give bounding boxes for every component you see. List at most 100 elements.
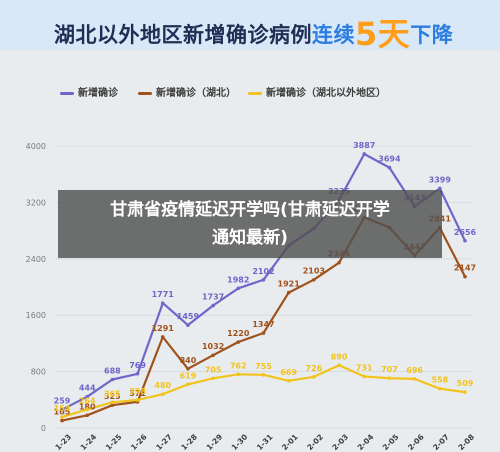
data-label: 1032 <box>202 342 224 351</box>
data-label: 259 <box>54 397 71 406</box>
data-point <box>85 394 89 399</box>
data-label: 3694 <box>378 155 401 164</box>
data-label: 1459 <box>177 312 200 321</box>
data-label: 558 <box>431 376 448 385</box>
legend-item-hubei: 新增确诊（湖北） <box>138 84 236 99</box>
legend-item-outside: 新增确诊（湖北以外地区） <box>248 84 386 99</box>
legend-label: 新增确诊（湖北） <box>156 88 236 99</box>
data-point <box>438 386 442 391</box>
data-point <box>438 186 442 191</box>
data-point <box>85 413 89 418</box>
data-point <box>312 277 316 282</box>
legend-swatch <box>248 91 262 95</box>
data-label: 2102 <box>252 267 274 276</box>
data-label: 688 <box>104 366 121 375</box>
x-tick-label: 2-07 <box>431 432 451 452</box>
x-tick-label: 1-27 <box>154 432 174 452</box>
y-tick-label: 4000 <box>26 142 46 151</box>
x-tick-label: 1-29 <box>205 432 225 452</box>
data-point <box>261 331 266 335</box>
data-point <box>337 260 341 265</box>
overlay-line-1: 甘肃省疫情延迟开学吗(甘肃延迟开学 <box>110 200 390 220</box>
legend-label: 新增确诊（湖北以外地区） <box>266 88 386 99</box>
data-point <box>286 379 291 383</box>
data-point <box>412 377 417 381</box>
data-point <box>135 371 140 376</box>
data-label: 840 <box>180 356 197 365</box>
data-label: 1737 <box>202 293 224 302</box>
data-label: 619 <box>180 371 197 380</box>
x-tick-label: 2-01 <box>280 432 300 452</box>
data-point <box>186 382 190 387</box>
data-point <box>85 407 89 412</box>
data-point <box>110 400 115 405</box>
data-point <box>60 418 64 423</box>
x-tick-label: 2-06 <box>406 432 426 452</box>
data-point <box>463 390 467 394</box>
title-number: 5天 <box>355 15 411 53</box>
title-part-1: 湖北以外地区新增确诊病例 <box>54 23 312 47</box>
article-overlay: 甘肃省疫情延迟开学吗(甘肃延迟开学 通知最新) <box>58 190 442 258</box>
data-point <box>160 301 165 305</box>
data-label: 365 <box>104 389 121 398</box>
title-part-2: 连续 <box>312 23 355 47</box>
x-tick-label: 2-08 <box>456 432 476 452</box>
data-label: 398 <box>129 387 146 396</box>
data-point <box>387 376 392 380</box>
data-point <box>362 374 367 379</box>
data-label: 890 <box>331 352 348 361</box>
data-point <box>110 377 115 382</box>
data-label: 705 <box>205 365 222 374</box>
data-label: 1982 <box>227 275 249 284</box>
data-point <box>236 286 241 291</box>
data-point <box>211 353 215 358</box>
data-point <box>312 375 316 379</box>
data-label: 2147 <box>454 264 476 273</box>
x-tick-label: 1-23 <box>53 432 73 452</box>
x-tick-label: 2-04 <box>356 432 376 452</box>
data-point <box>186 323 190 327</box>
y-tick-label: 0 <box>41 424 46 433</box>
data-point <box>186 366 190 371</box>
data-point <box>60 407 64 412</box>
header-banner: 湖北以外地区新增确诊病例连续5天下降 <box>0 0 500 53</box>
data-point <box>261 372 266 377</box>
data-label: 3887 <box>353 141 375 150</box>
y-tick-label: 1600 <box>26 311 46 320</box>
y-tick-label: 2400 <box>26 255 46 264</box>
data-label: 105 <box>54 408 71 417</box>
x-tick-label: 1-24 <box>79 432 99 452</box>
data-label: 707 <box>381 365 398 374</box>
title-part-3: 下降 <box>410 23 454 47</box>
data-point <box>337 363 341 368</box>
data-label: 371 <box>129 389 146 398</box>
x-tick-label: 2-03 <box>330 432 350 452</box>
x-tick-label: 1-28 <box>179 432 199 452</box>
data-label: 1220 <box>227 329 250 338</box>
data-label: 696 <box>406 366 423 375</box>
x-tick-label: 2-02 <box>305 432 325 452</box>
data-point <box>135 398 140 402</box>
data-point <box>236 372 241 377</box>
data-point <box>160 335 165 339</box>
legend-item-all: 新增确诊 <box>60 84 118 99</box>
x-tick-label: 1-31 <box>255 432 275 452</box>
data-point <box>110 403 115 408</box>
data-label: 3399 <box>429 175 452 184</box>
data-label: 669 <box>280 368 297 377</box>
data-label: 1921 <box>278 280 301 289</box>
x-tick-label: 1-30 <box>230 432 250 452</box>
data-label: 444 <box>79 384 96 393</box>
data-point <box>211 303 215 308</box>
data-label: 154 <box>54 404 71 413</box>
data-point <box>160 392 165 396</box>
data-point <box>211 376 215 381</box>
data-label: 509 <box>457 379 474 388</box>
x-tick-label: 1-25 <box>104 432 124 452</box>
data-label: 480 <box>154 381 171 390</box>
data-label: 180 <box>79 402 96 411</box>
data-point <box>463 274 467 279</box>
data-label: 1291 <box>152 324 175 333</box>
data-label: 264 <box>79 396 96 405</box>
